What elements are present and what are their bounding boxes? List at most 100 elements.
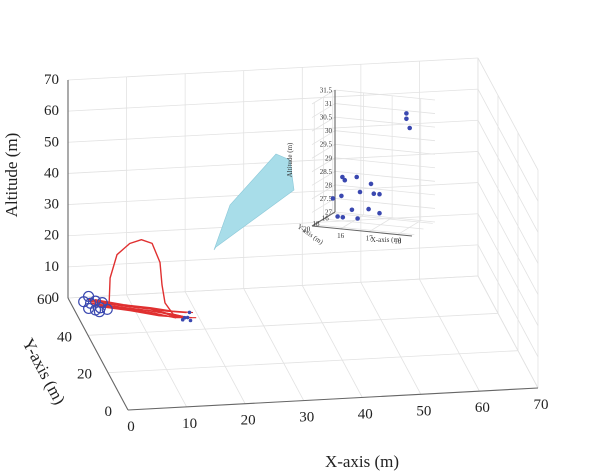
inset-z-axis-label: Altitude (m) <box>286 142 294 177</box>
inset-y-axis-label: Y-axis (m) <box>296 223 326 247</box>
inset-drone-point <box>349 207 355 213</box>
side-wall-grid-line-z <box>477 88 539 202</box>
trajectory-line <box>94 299 194 314</box>
inset-x-axis-label: X-axis (m) <box>371 236 402 244</box>
inset-side-grid-line-z <box>311 157 336 173</box>
inset-z-tick-label: 29.5 <box>320 141 333 149</box>
back-wall-grid-line-z <box>67 57 479 81</box>
inset-z-tick-label: 27.5 <box>320 195 333 203</box>
start-position-marker <box>93 306 106 318</box>
x-tick-label: 0 <box>127 419 135 435</box>
trajectory-line <box>108 238 177 319</box>
side-wall-grid-line-z <box>477 120 539 233</box>
back-wall-grid-line-z <box>67 119 479 143</box>
inset-drone-point <box>357 189 363 195</box>
floor-grid-line-x <box>126 294 187 408</box>
inset-back-grid-line-z <box>334 157 436 169</box>
inset-drone-point <box>339 193 344 199</box>
z-tick-label: 0 <box>52 290 60 306</box>
y-axis-label: Y-axis (m) <box>19 335 70 408</box>
inset-back-grid-line-z <box>334 170 436 182</box>
inset-drone-point <box>342 177 348 183</box>
back-wall-grid-line-z <box>67 244 479 268</box>
x-tick-label: 10 <box>182 416 197 432</box>
inset-back-grid-line-z <box>334 130 436 142</box>
inset-y-axis-line <box>311 211 336 227</box>
y-tick-label: 20 <box>77 367 92 383</box>
y-tick-label: 60 <box>37 292 52 308</box>
x-tick-label: 70 <box>534 397 549 413</box>
end-position-marker <box>187 310 192 315</box>
inset-side-grid-line-z <box>311 143 336 159</box>
inset-drone-point <box>366 206 371 212</box>
inset-plot-panes <box>311 89 436 237</box>
floor-grid-line-x <box>243 288 305 401</box>
inset-drone-point <box>377 191 382 197</box>
y-tick-label: 0 <box>105 404 113 420</box>
side-wall-grid-line-z <box>477 57 539 171</box>
inset-plot-tick-labels: 16 17 181618202727.52828.52929.53030.53131… <box>303 87 401 246</box>
z-axis-label: Altitude (m) <box>2 133 21 218</box>
back-wall-grid-line-z <box>67 213 479 237</box>
back-wall-grid-line-z <box>67 88 479 112</box>
z-tick-label: 50 <box>44 134 59 150</box>
trajectory-line <box>91 300 190 319</box>
end-position-marker <box>185 315 190 320</box>
x-tick-label: 40 <box>358 406 373 422</box>
inset-drone-point <box>340 174 345 180</box>
inset-plot-points <box>330 111 413 221</box>
inset-y-tick-label: 18 <box>313 220 321 228</box>
inset-back-grid-line-z <box>334 143 436 155</box>
start-position-marker <box>101 303 113 315</box>
y-tick-label: 40 <box>57 329 72 345</box>
x-axis-line <box>127 387 539 411</box>
inset-z-tick-label: 31 <box>325 100 333 108</box>
side-wall-grid-line-z <box>477 182 539 295</box>
inset-plot: 16 17 181618202727.52828.52929.53030.53131… <box>286 87 436 247</box>
side-wall-grid-line-z <box>477 244 539 358</box>
inset-drone-point <box>355 216 360 221</box>
start-position-marker <box>82 290 95 303</box>
inset-side-grid-line-z <box>311 184 336 200</box>
start-position-marker <box>83 302 95 315</box>
inset-y-tick-label: 16 <box>322 214 330 222</box>
x-tick-label: 50 <box>416 403 431 419</box>
floor-grid-line-y <box>87 312 499 336</box>
inset-drone-point <box>407 125 413 131</box>
inset-floor-grid-line-y <box>332 213 433 224</box>
inset-drone-point <box>404 116 409 122</box>
inset-z-tick-label: 29 <box>325 154 333 162</box>
inset-side-grid-line-z <box>311 198 336 213</box>
end-position-marker <box>188 318 193 323</box>
inset-side-grid-line-z <box>311 130 336 146</box>
start-position-marker <box>94 302 106 314</box>
inset-y-tick-label: 20 <box>303 226 311 234</box>
inset-x-tick-label: 18 <box>394 238 402 246</box>
inset-back-grid-line-z <box>334 198 436 209</box>
inset-z-tick-label: 31.5 <box>320 87 333 95</box>
z-tick-label: 20 <box>44 228 59 244</box>
zoom-callout-arrow <box>213 153 295 251</box>
inset-back-grid-line-z <box>334 103 436 114</box>
inset-drone-point <box>335 214 340 219</box>
inset-x-axis-line <box>311 225 413 237</box>
inset-back-grid-line-z <box>334 211 436 223</box>
floor-grid-line-x <box>360 282 422 395</box>
inset-z-tick-label: 28 <box>325 181 333 189</box>
z-tick-label: 60 <box>44 103 59 119</box>
floor-grid-line-y <box>107 350 519 374</box>
inset-z-tick-label: 28.5 <box>320 168 333 176</box>
inset-floor-grid-line-y <box>323 218 424 230</box>
inset-side-grid-line-z <box>311 170 336 186</box>
main-plot-axes <box>67 80 539 411</box>
side-wall-grid-line-z <box>477 213 539 326</box>
x-tick-label: 30 <box>299 410 314 426</box>
back-wall-grid-line-z <box>67 275 479 299</box>
main-plot-data <box>78 238 197 323</box>
inset-side-grid-line-z <box>311 103 336 118</box>
inset-back-grid-line-z <box>334 184 436 196</box>
x-tick-label: 60 <box>475 400 490 416</box>
end-position-marker <box>180 317 185 322</box>
